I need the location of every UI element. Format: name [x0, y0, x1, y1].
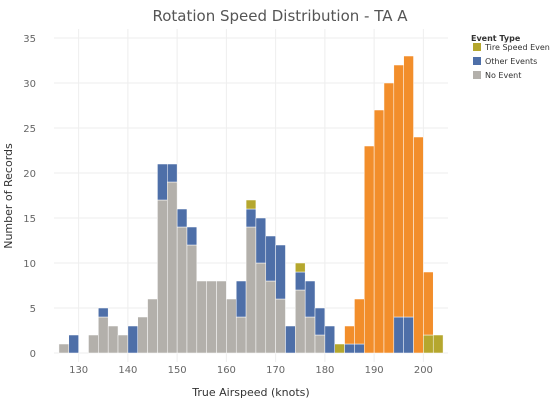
bar-tire-speed-event-175	[295, 262, 306, 273]
chart-title: Rotation Speed Distribution - TA A	[152, 7, 408, 25]
bar-no-event-175	[295, 289, 306, 354]
bars	[58, 55, 444, 354]
bar-other-no-legend--201	[423, 271, 434, 336]
bar-no-event-135	[98, 316, 109, 354]
bar-other-no-legend--189	[364, 145, 375, 354]
bar-other-events-197	[403, 316, 414, 354]
y-tick-label-25: 25	[23, 124, 36, 135]
legend-label-tire-speed-event: Tire Speed Event	[484, 43, 550, 52]
x-tick-label-150: 150	[168, 365, 187, 376]
bar-other-no-legend--193	[383, 82, 395, 354]
bar-tire-speed-event-183	[334, 343, 345, 354]
bar-no-event-163	[235, 316, 247, 354]
bar-other-events-185	[344, 343, 355, 354]
bar-other-events-151	[176, 208, 188, 228]
y-tick-label-30: 30	[23, 79, 36, 90]
tick-labels: 0 5 10 15 20 25 30 35 130 140 150 160 170 180 190 200	[23, 34, 433, 376]
bar-other-no-legend--197	[403, 55, 414, 318]
bar-tire-speed-event-201	[423, 334, 434, 354]
bar-other-events-177	[304, 280, 316, 318]
legend: Event Type Tire Speed Event Other Events…	[471, 34, 550, 80]
y-tick-label-10: 10	[23, 259, 36, 270]
bar-no-event-133	[88, 334, 99, 354]
bar-no-event-145	[147, 298, 158, 354]
bar-no-event-179	[314, 334, 326, 354]
x-tick-label-190: 190	[365, 365, 384, 376]
legend-swatch-no-event	[473, 71, 481, 79]
bar-no-event-139	[117, 334, 129, 354]
bar-other-events-171	[275, 244, 286, 300]
legend-swatch-tire-speed-event	[473, 43, 481, 51]
bar-other-no-legend--199	[413, 136, 424, 354]
bar-no-event-165	[245, 226, 257, 354]
x-tick-label-170: 170	[266, 365, 285, 376]
bar-other-events-167	[255, 217, 267, 264]
legend-label-other-events: Other Events	[485, 57, 537, 66]
bar-other-events-181	[324, 325, 335, 354]
bar-no-event-161	[226, 298, 237, 354]
bar-other-events-135	[98, 307, 109, 318]
bar-no-event-167	[255, 262, 267, 354]
bar-other-no-legend--187	[354, 298, 365, 345]
bar-no-event-159	[216, 280, 227, 354]
bar-other-events-179	[314, 307, 326, 336]
bar-tire-speed-event-203	[432, 334, 444, 354]
bar-other-no-legend--185	[344, 325, 355, 345]
bar-no-event-127	[58, 343, 70, 354]
bar-other-no-legend--191	[373, 109, 385, 354]
x-tick-label-130: 130	[69, 365, 88, 376]
y-tick-label-5: 5	[30, 304, 36, 315]
bar-no-event-147	[157, 199, 168, 354]
bar-other-events-153	[186, 226, 198, 246]
y-tick-label-35: 35	[23, 34, 36, 45]
x-tick-label-140: 140	[118, 365, 137, 376]
bar-tire-speed-event-165	[245, 199, 257, 210]
bar-no-event-169	[265, 280, 276, 354]
legend-label-no-event: No Event	[485, 71, 521, 80]
y-tick-label-20: 20	[23, 169, 36, 180]
x-tick-label-160: 160	[217, 365, 236, 376]
y-axis-label: Number of Records	[2, 143, 15, 249]
x-axis-label: True Airspeed (knots)	[191, 386, 309, 399]
bar-other-no-legend--195	[393, 64, 404, 318]
bar-no-event-149	[167, 181, 178, 354]
bar-other-events-165	[245, 208, 257, 228]
bar-other-events-149	[167, 163, 178, 183]
bar-other-events-173	[285, 325, 296, 354]
bar-other-events-147	[157, 163, 168, 201]
y-tick-label-15: 15	[23, 214, 36, 225]
bar-other-events-187	[354, 343, 365, 354]
bar-no-event-153	[186, 244, 198, 354]
x-tick-label-180: 180	[315, 365, 334, 376]
bar-no-event-177	[304, 316, 316, 354]
bar-other-events-175	[295, 271, 306, 291]
bar-no-event-171	[275, 298, 286, 354]
x-tick-label-200: 200	[414, 365, 433, 376]
bar-other-events-169	[265, 235, 276, 282]
legend-swatch-other-events	[473, 57, 481, 65]
bar-other-events-129	[68, 334, 79, 354]
bar-other-events-163	[235, 280, 247, 318]
bar-other-events-195	[393, 316, 404, 354]
bar-no-event-157	[206, 280, 217, 354]
legend-title: Event Type	[471, 34, 521, 43]
bar-no-event-155	[196, 280, 207, 354]
y-tick-label-0: 0	[30, 349, 36, 360]
bar-no-event-143	[137, 316, 148, 354]
bar-no-event-151	[176, 226, 188, 354]
bar-other-events-141	[127, 325, 138, 354]
bar-no-event-137	[107, 325, 119, 354]
